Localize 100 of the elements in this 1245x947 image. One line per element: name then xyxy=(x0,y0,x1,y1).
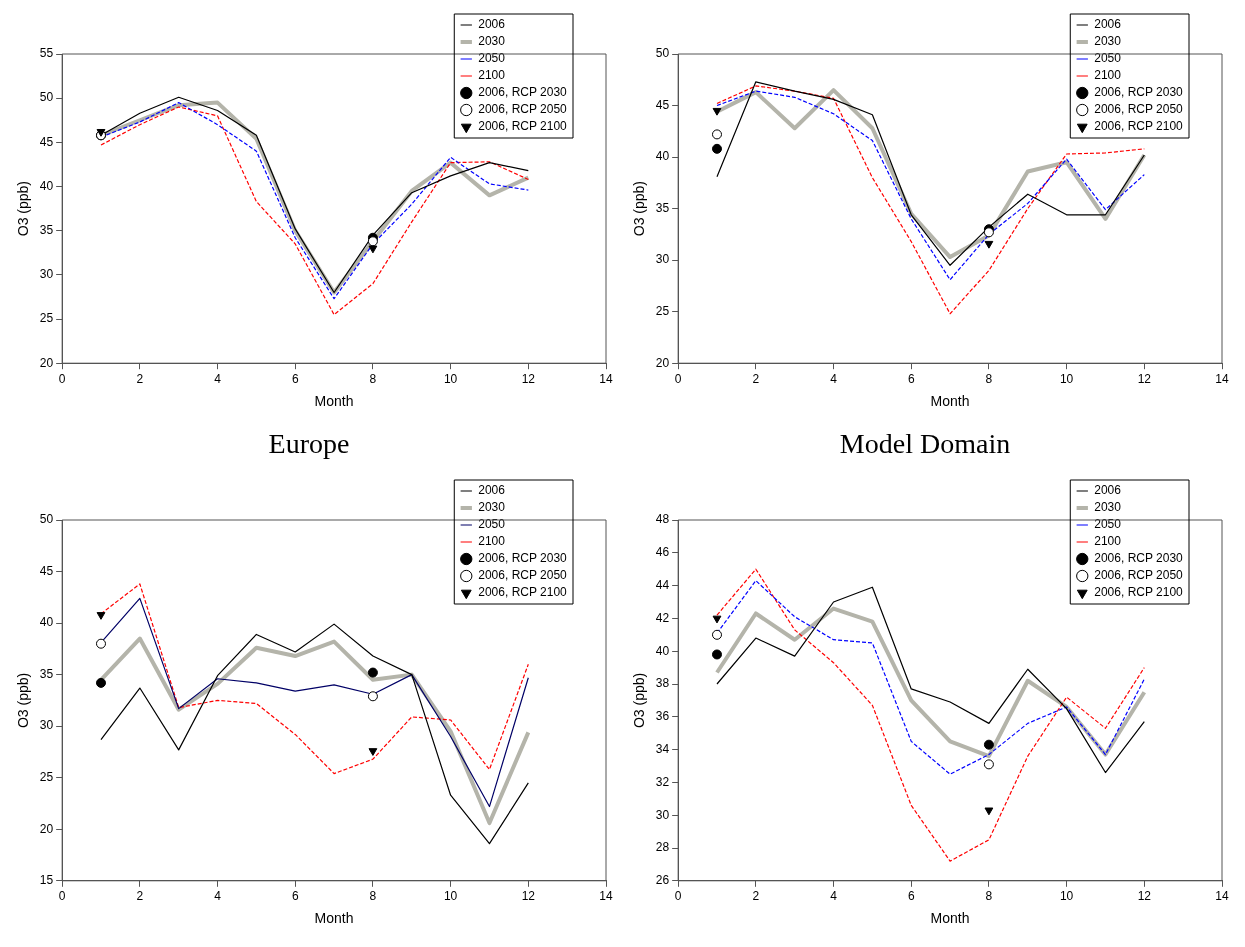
legend-label: 2006, RCP 2030 xyxy=(1094,551,1184,566)
y-tick-label: 28 xyxy=(655,840,670,855)
legend-label: 2006, RCP 2030 xyxy=(1094,85,1184,100)
y-tick-label: 15 xyxy=(39,873,54,888)
x-tick-label: 14 xyxy=(599,371,613,386)
y-tick-label: 25 xyxy=(655,303,670,318)
legend-label: 2006, RCP 2100 xyxy=(1094,585,1184,600)
legend-label: 2050 xyxy=(478,517,506,532)
text: Model Domain xyxy=(839,427,1011,459)
y-tick-label: 20 xyxy=(39,821,54,836)
x-tick-label: 14 xyxy=(1215,889,1229,904)
legend-label: 2050 xyxy=(1094,517,1122,532)
text: Europe xyxy=(268,427,350,459)
y-tick-label: 40 xyxy=(655,149,670,164)
y-axis-title: O3 (ppb) xyxy=(15,672,32,729)
y-tick-label: 30 xyxy=(655,807,670,822)
x-tick-label: 2 xyxy=(136,371,144,386)
legend-label: 2006, RCP 2050 xyxy=(1094,102,1184,117)
y-tick-label: 35 xyxy=(39,223,54,237)
x-tick-label: 14 xyxy=(1215,371,1229,386)
legend-label: 2050 xyxy=(1094,51,1122,66)
x-tick-label: 4 xyxy=(214,371,222,386)
x-tick-label: 10 xyxy=(1059,889,1074,904)
legend-label: 2030 xyxy=(478,34,506,49)
x-tick-label: 12 xyxy=(1137,371,1152,386)
x-tick-label: 2 xyxy=(752,371,760,386)
legend-label: 2006 xyxy=(478,17,506,32)
x-tick-label: 6 xyxy=(291,889,299,904)
y-tick-label: 34 xyxy=(655,741,670,756)
y-tick-label: 40 xyxy=(39,615,54,630)
x-tick-label: 4 xyxy=(830,371,838,386)
x-tick-label: 0 xyxy=(674,889,682,904)
y-tick-label: 45 xyxy=(39,563,54,578)
x-axis-title: Month xyxy=(930,392,970,409)
y-tick-label: 20 xyxy=(39,355,54,370)
x-tick-label: 14 xyxy=(599,889,613,904)
x-tick-label: 2 xyxy=(136,889,144,904)
x-tick-label: 6 xyxy=(291,371,299,386)
legend-label: 2006 xyxy=(1094,17,1122,32)
y-tick-label: 46 xyxy=(655,545,670,560)
legend-label: 2006, RCP 2100 xyxy=(1094,119,1184,134)
legend-label: 2100 xyxy=(1094,68,1122,83)
x-tick-label: 0 xyxy=(674,371,682,386)
y-tick-label: 50 xyxy=(655,46,670,61)
legend-label: 2030 xyxy=(1094,500,1122,515)
legend-label: 2006, RCP 2030 xyxy=(478,551,568,566)
x-axis-title: Month xyxy=(314,910,354,927)
legend-label: 2100 xyxy=(1094,534,1122,549)
y-tick-label: 45 xyxy=(655,97,670,112)
y-tick-label: 25 xyxy=(39,311,54,326)
legend-label: 2006, RCP 2030 xyxy=(478,85,568,100)
x-axis-title: Month xyxy=(314,392,354,409)
x-tick-label: 4 xyxy=(830,889,838,904)
legend-label: 2030 xyxy=(1094,34,1122,49)
y-tick-label: 20 xyxy=(655,355,670,370)
x-tick-label: 8 xyxy=(369,371,377,386)
y-tick-label: 30 xyxy=(39,267,54,282)
y-tick-label: 32 xyxy=(655,774,670,789)
legend-label: 2006 xyxy=(1094,483,1122,498)
y-tick-label: 50 xyxy=(39,512,54,527)
x-tick-label: 0 xyxy=(58,371,66,386)
x-tick-label: 12 xyxy=(521,889,536,904)
legend-label: 2006, RCP 2100 xyxy=(478,585,568,600)
legend-label: 2006, RCP 2050 xyxy=(478,102,568,117)
y-tick-label: 40 xyxy=(655,643,670,658)
x-tick-label: 8 xyxy=(985,371,993,386)
y-tick-label: 35 xyxy=(39,666,54,681)
y-tick-label: 40 xyxy=(39,178,54,193)
x-tick-label: 2 xyxy=(752,889,760,904)
x-tick-label: 0 xyxy=(58,889,66,904)
y-tick-label: 35 xyxy=(655,200,670,215)
y-tick-label: 42 xyxy=(655,610,670,625)
legend-label: 2006, RCP 2050 xyxy=(1094,568,1184,583)
y-tick-label: 30 xyxy=(655,252,670,267)
x-tick-label: 6 xyxy=(907,371,915,386)
y-tick-label: 45 xyxy=(39,134,54,149)
y-tick-label: 48 xyxy=(655,512,670,527)
y-tick-label: 25 xyxy=(39,770,54,785)
y-tick-label: 55 xyxy=(39,46,54,61)
x-tick-label: 12 xyxy=(1137,889,1152,904)
y-tick-label: 36 xyxy=(655,709,670,724)
legend-label: 2100 xyxy=(478,534,506,549)
y-axis-title: O3 (ppb) xyxy=(15,180,32,237)
legend-label: 2006, RCP 2050 xyxy=(478,568,568,583)
y-tick-label: 44 xyxy=(655,577,670,592)
y-tick-label: 50 xyxy=(39,90,54,105)
legend-label: 2006 xyxy=(478,483,506,498)
x-tick-label: 10 xyxy=(443,371,458,386)
y-axis-title: O3 (ppb) xyxy=(631,180,648,237)
x-tick-label: 8 xyxy=(985,889,993,904)
y-tick-label: 38 xyxy=(655,676,670,691)
x-tick-label: 4 xyxy=(214,889,222,904)
x-tick-label: 6 xyxy=(907,889,915,904)
legend-label: 2050 xyxy=(478,51,506,66)
y-tick-label: 30 xyxy=(39,718,54,733)
x-axis-title: Month xyxy=(930,910,970,927)
x-tick-label: 10 xyxy=(1059,371,1074,386)
legend-label: 2100 xyxy=(478,68,506,83)
x-tick-label: 10 xyxy=(443,889,458,904)
y-tick-label: 26 xyxy=(655,873,670,888)
